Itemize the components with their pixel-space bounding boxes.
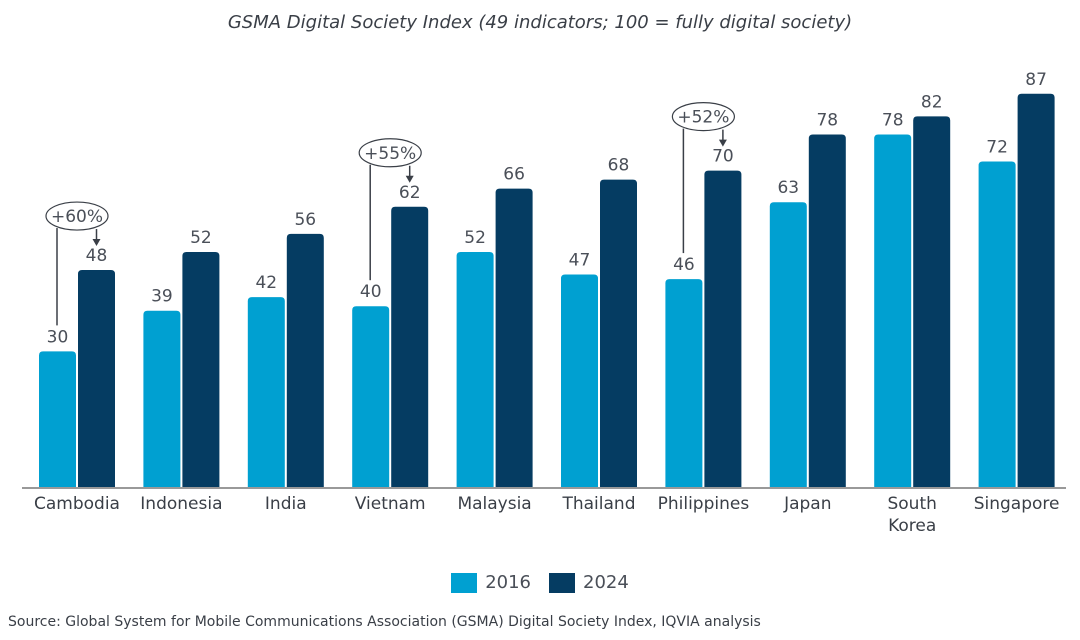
data-label: 78 xyxy=(882,110,904,130)
bar-2016-cambodia xyxy=(39,351,76,487)
data-label: 66 xyxy=(503,165,525,185)
category-label: Malaysia xyxy=(457,494,531,514)
bar-2016-japan xyxy=(769,202,807,488)
annotation-arrowhead xyxy=(718,139,727,147)
legend: 2016 2024 xyxy=(0,572,1080,593)
data-label: 63 xyxy=(777,178,799,198)
legend-label-2024: 2024 xyxy=(583,572,629,593)
data-label: 30 xyxy=(47,327,69,347)
category-label: India xyxy=(265,494,307,514)
data-label: 48 xyxy=(86,246,108,266)
bar-2024-philippines xyxy=(704,170,742,487)
legend-item-2016: 2016 xyxy=(451,572,531,593)
data-label: 62 xyxy=(399,183,421,203)
category-label: Thailand xyxy=(561,494,635,514)
legend-swatch-2016 xyxy=(451,572,478,593)
bar-2016-singapore xyxy=(978,161,1016,487)
bar-2024-indonesia xyxy=(182,251,220,487)
annotation-text: +60% xyxy=(51,207,103,227)
category-label: South xyxy=(887,494,936,514)
bar-2024-cambodia xyxy=(78,270,115,487)
bar-2016-south-korea xyxy=(874,134,912,487)
legend-swatch-2024 xyxy=(549,572,575,593)
data-label: 52 xyxy=(190,228,212,248)
data-label: 46 xyxy=(673,255,695,275)
source-note: Source: Global System for Mobile Communi… xyxy=(8,614,761,630)
annotation-ellipse xyxy=(671,101,736,132)
category-label: Japan xyxy=(783,494,831,514)
category-label: Philippines xyxy=(658,494,750,514)
data-label: 68 xyxy=(608,156,630,176)
bar-2024-singapore xyxy=(1017,93,1055,487)
bar-2016-malaysia xyxy=(456,251,494,487)
annotation-arrowhead xyxy=(405,175,414,183)
annotation-text: +52% xyxy=(677,108,729,128)
annotation-text: +55% xyxy=(364,144,416,164)
bar-2016-indonesia xyxy=(143,310,181,487)
bar-2024-south-korea xyxy=(913,116,951,488)
data-label: 82 xyxy=(921,92,943,112)
data-label: 70 xyxy=(712,147,734,167)
data-label: 52 xyxy=(464,228,486,248)
bar-2024-vietnam xyxy=(391,206,429,487)
data-label: 40 xyxy=(360,282,382,302)
category-label: Cambodia xyxy=(34,494,120,514)
data-label: 42 xyxy=(255,273,277,293)
data-label: 72 xyxy=(986,138,1008,158)
legend-label-2016: 2016 xyxy=(485,572,531,593)
data-label: 87 xyxy=(1025,70,1047,90)
data-label: 78 xyxy=(816,110,838,130)
chart-title: GSMA Digital Society Index (49 indicator… xyxy=(227,12,853,33)
bar-2016-vietnam xyxy=(352,306,390,487)
bar-2024-thailand xyxy=(600,179,637,487)
category-label: Singapore xyxy=(974,494,1060,514)
category-label: Vietnam xyxy=(355,494,426,514)
annotation-ellipse xyxy=(358,138,422,168)
data-label: 47 xyxy=(569,251,591,271)
bar-2024-india xyxy=(286,233,324,487)
data-label: 39 xyxy=(151,287,173,307)
bar-2016-india xyxy=(247,297,285,487)
annotation-arrowhead xyxy=(92,239,101,247)
annotation-ellipse xyxy=(45,201,109,231)
data-label: 56 xyxy=(294,210,316,230)
bar-2016-thailand xyxy=(561,274,598,487)
bar-2024-malaysia xyxy=(495,188,533,487)
legend-item-2024: 2024 xyxy=(549,572,629,593)
bar-2016-philippines xyxy=(665,279,703,487)
category-label: Korea xyxy=(888,516,936,536)
category-label: Indonesia xyxy=(140,494,222,514)
bar-2024-japan xyxy=(808,134,846,487)
